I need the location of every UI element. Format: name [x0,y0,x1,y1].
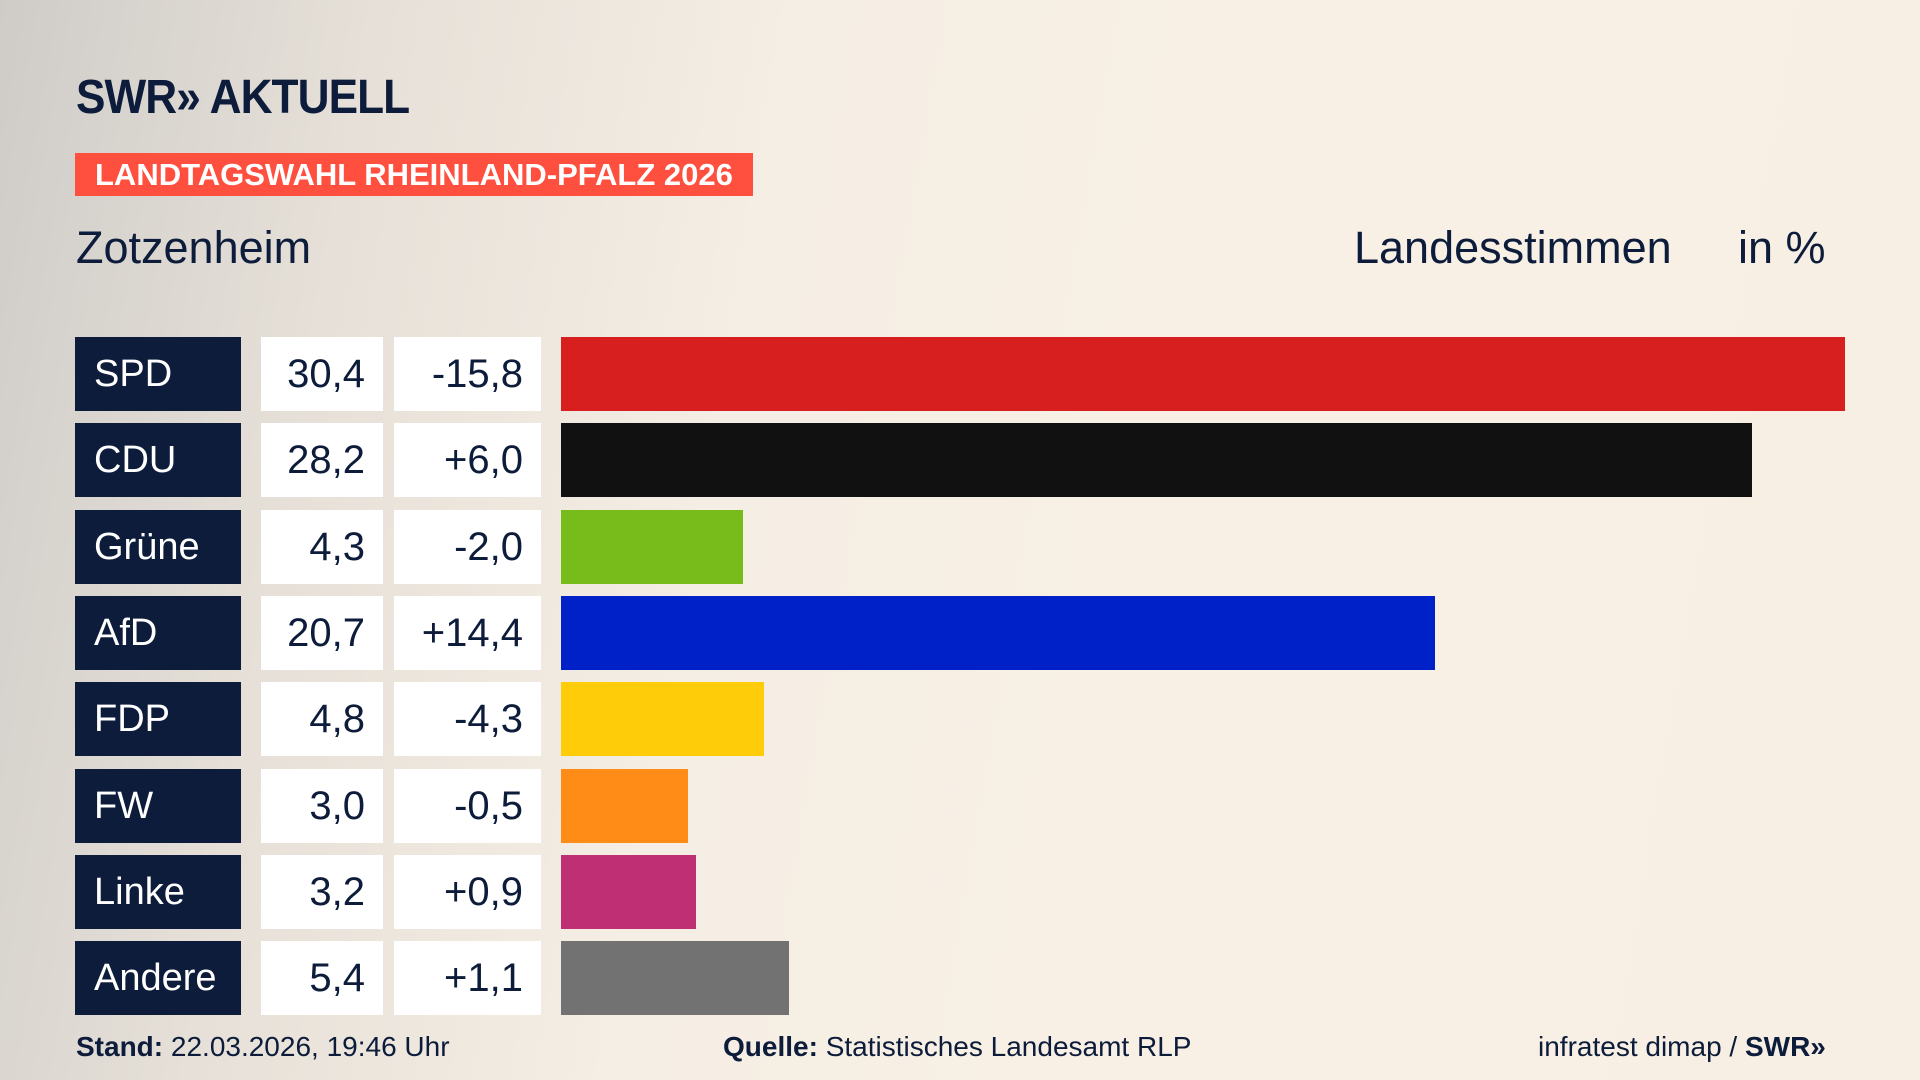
bar-fw [561,768,688,843]
diff-label: +6,0 [394,423,541,498]
value-label: 4,3 [261,509,383,584]
diff-label: +0,9 [394,854,541,929]
timestamp: Stand: 22.03.2026, 19:46 Uhr [76,1031,450,1063]
value-label: 3,0 [261,768,383,843]
page-title: Zotzenheim [76,222,312,273]
swr-logo: SWR» [1744,1031,1826,1062]
value-label: 28,2 [261,423,383,498]
election-banner: LANDTAGSWAHL RHEINLAND-PFALZ 2026 [75,153,753,196]
party-label: CDU [75,423,241,498]
source-label: Quelle: [723,1031,818,1062]
source: Quelle: Statistisches Landesamt RLP [723,1031,1191,1063]
credit: infratest dimap / SWR» [1538,1031,1826,1063]
value-label: 4,8 [261,682,383,757]
party-label: Grüne [75,509,241,584]
party-label: FDP [75,682,241,757]
bar-fdp [561,682,764,757]
party-label: AfD [75,595,241,670]
source-value: Statistisches Landesamt RLP [825,1031,1192,1062]
bar-grüne [561,509,743,584]
swr-aktuell-logo: SWR» AKTUELL [76,71,410,124]
bar-linke [561,854,697,929]
measure-label: Landesstimmen [1354,222,1672,273]
diff-label: -0,5 [394,768,541,843]
credit-text: infratest dimap / [1538,1031,1738,1062]
value-label: 30,4 [261,337,383,411]
diff-label: +1,1 [394,941,541,1016]
party-label: Linke [75,854,241,929]
bar-andere [561,941,790,1016]
party-label: FW [75,768,241,843]
bar-afd [561,595,1436,670]
party-label: Andere [75,941,241,1016]
value-label: 3,2 [261,854,383,929]
diff-label: +14,4 [394,595,541,670]
diff-label: -4,3 [394,682,541,757]
diff-label: -2,0 [394,509,541,584]
bar-cdu [561,423,1753,498]
party-label: SPD [75,337,241,411]
diff-label: -15,8 [394,337,541,411]
bar-spd [561,337,1845,411]
stand-value: 22.03.2026, 19:46 Uhr [170,1031,450,1062]
value-label: 5,4 [261,941,383,1016]
unit-label: in % [1738,222,1826,273]
value-label: 20,7 [261,595,383,670]
stand-label: Stand: [76,1031,164,1062]
